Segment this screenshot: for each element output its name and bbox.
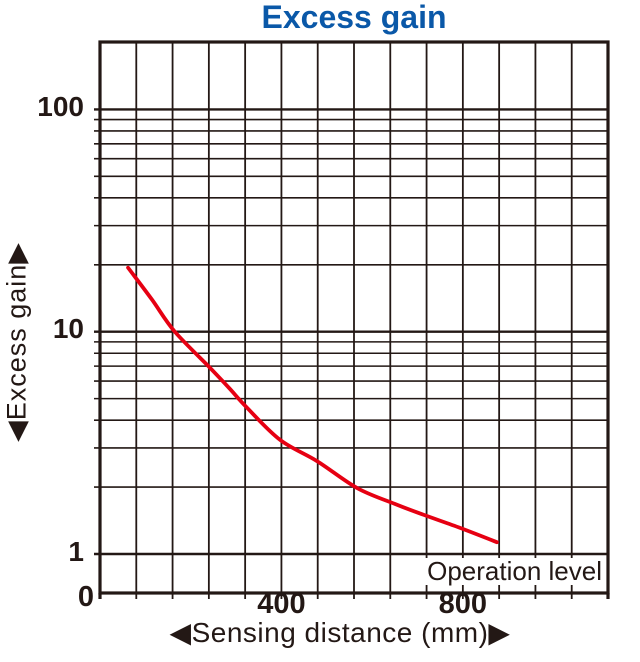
chart-title: Excess gain <box>261 0 447 35</box>
excess-gain-curve <box>126 265 499 545</box>
plot-frame <box>98 40 610 595</box>
x-axis-label: ◀Sensing distance (mm)▶ <box>169 617 511 648</box>
y-tick-label-10: 10 <box>52 313 84 345</box>
y-tick-label-100: 100 <box>37 90 84 122</box>
origin-label: 0 <box>77 581 94 613</box>
operation-level-annotation: Operation level <box>424 558 605 585</box>
x-tick-label-400: 400 <box>257 588 306 620</box>
y-tick-label-1: 1 <box>68 535 84 567</box>
x-tick-label-800: 800 <box>438 588 488 620</box>
